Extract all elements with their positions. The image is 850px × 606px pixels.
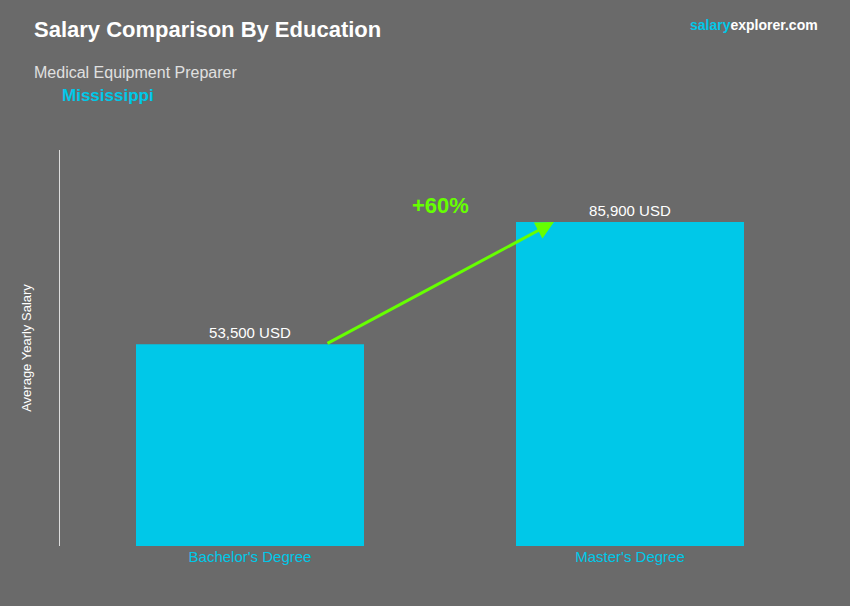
svg-text:Bachelor's Degree: Bachelor's Degree [189,548,312,565]
svg-text:+60%: +60% [412,193,469,218]
svg-text:salaryexplorer.com: salaryexplorer.com [690,17,818,33]
svg-text:Master's Degree: Master's Degree [575,548,685,565]
svg-text:53,500 USD: 53,500 USD [209,324,291,341]
svg-text:Salary Comparison By Education: Salary Comparison By Education [34,17,381,42]
svg-text:85,900 USD: 85,900 USD [589,202,671,219]
svg-text:Average Yearly Salary: Average Yearly Salary [19,284,34,412]
svg-text:Medical Equipment Preparer: Medical Equipment Preparer [34,64,237,81]
svg-text:Mississippi: Mississippi [62,86,154,105]
